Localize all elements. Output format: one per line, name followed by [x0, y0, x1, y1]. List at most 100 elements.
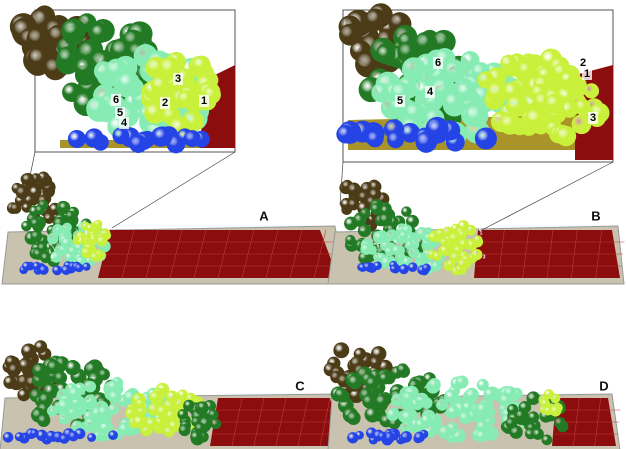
- particle: [84, 128, 104, 148]
- particle: [52, 265, 63, 276]
- particle: [505, 94, 528, 117]
- particle-label: 1: [584, 68, 590, 80]
- particle-label: 2: [479, 226, 482, 232]
- particle: [50, 251, 63, 263]
- particle: [378, 372, 391, 385]
- particle: [10, 202, 22, 214]
- particle: [386, 408, 400, 421]
- particle: [555, 125, 577, 147]
- particle-label: 4: [121, 117, 128, 129]
- particle: [333, 342, 350, 359]
- particle: [74, 56, 98, 80]
- particle: [67, 386, 82, 401]
- particle: [156, 405, 169, 418]
- particle: [344, 216, 358, 231]
- label-box: [199, 95, 209, 107]
- particle: [74, 263, 84, 273]
- particle: [425, 116, 449, 140]
- particle: [387, 131, 405, 149]
- particle: [168, 419, 180, 432]
- particle: [165, 390, 179, 404]
- particle: [407, 262, 418, 273]
- particle: [17, 388, 31, 402]
- particle: [98, 368, 110, 381]
- particle: [476, 402, 490, 416]
- particle: [583, 83, 600, 99]
- panel-label: C: [295, 378, 305, 393]
- particle-label: 5: [377, 243, 380, 249]
- particle-label: 4: [51, 254, 54, 260]
- particle: [197, 401, 209, 413]
- particle: [458, 238, 470, 250]
- particle: [465, 387, 479, 402]
- particle: [401, 206, 412, 217]
- particle: [464, 103, 489, 128]
- particle-label: 2: [580, 57, 586, 69]
- particle: [178, 424, 191, 437]
- particle: [476, 420, 489, 433]
- particle: [38, 264, 49, 275]
- particles: [2, 3, 610, 446]
- particle: [436, 398, 449, 411]
- label-box: [433, 57, 443, 69]
- zoom-line: [111, 151, 236, 229]
- particle: [65, 210, 76, 222]
- particle: [364, 8, 387, 31]
- particle: [362, 394, 377, 409]
- particle: [455, 375, 469, 389]
- particle: [364, 406, 381, 423]
- particle: [30, 217, 41, 229]
- particle: [406, 214, 419, 228]
- particle: [499, 113, 521, 135]
- particle: [503, 386, 517, 399]
- particle: [177, 409, 189, 420]
- particle: [35, 429, 48, 442]
- particle: [457, 229, 468, 239]
- particle: [60, 236, 74, 249]
- particle: [366, 130, 384, 148]
- particle: [398, 230, 409, 241]
- particle: [431, 29, 456, 54]
- particle: [336, 124, 355, 144]
- particle: [190, 430, 202, 443]
- particle: [345, 234, 356, 246]
- particle: [149, 390, 163, 404]
- particle: [177, 90, 195, 108]
- particle: [370, 202, 383, 215]
- particle: [67, 245, 78, 257]
- zoom-line: [477, 161, 614, 233]
- particle: [47, 232, 59, 245]
- label-box: [173, 73, 183, 85]
- label-box: [160, 97, 170, 109]
- particle: [375, 44, 396, 64]
- particle: [14, 432, 24, 442]
- particle: [18, 357, 34, 373]
- particle: [183, 130, 201, 148]
- particle: [414, 431, 425, 443]
- particle: [560, 99, 579, 118]
- particle: [457, 258, 469, 270]
- particle: [58, 412, 71, 425]
- particle: [443, 92, 464, 112]
- particle: [21, 220, 32, 232]
- particle: [483, 387, 497, 401]
- particle: [541, 434, 553, 446]
- particle: [446, 259, 456, 269]
- particle: [75, 231, 86, 241]
- particle: [398, 264, 409, 275]
- particle: [500, 54, 518, 72]
- particle-label: 5: [397, 95, 403, 107]
- particle: [474, 127, 497, 150]
- particle: [152, 126, 173, 147]
- particle: [346, 410, 361, 426]
- particle: [396, 363, 409, 376]
- particle: [83, 394, 97, 408]
- particle: [183, 399, 195, 411]
- panel-label: D: [599, 378, 608, 393]
- label-box: [111, 94, 121, 106]
- particle: [21, 172, 35, 186]
- particle: [107, 380, 120, 393]
- particle: [374, 394, 390, 409]
